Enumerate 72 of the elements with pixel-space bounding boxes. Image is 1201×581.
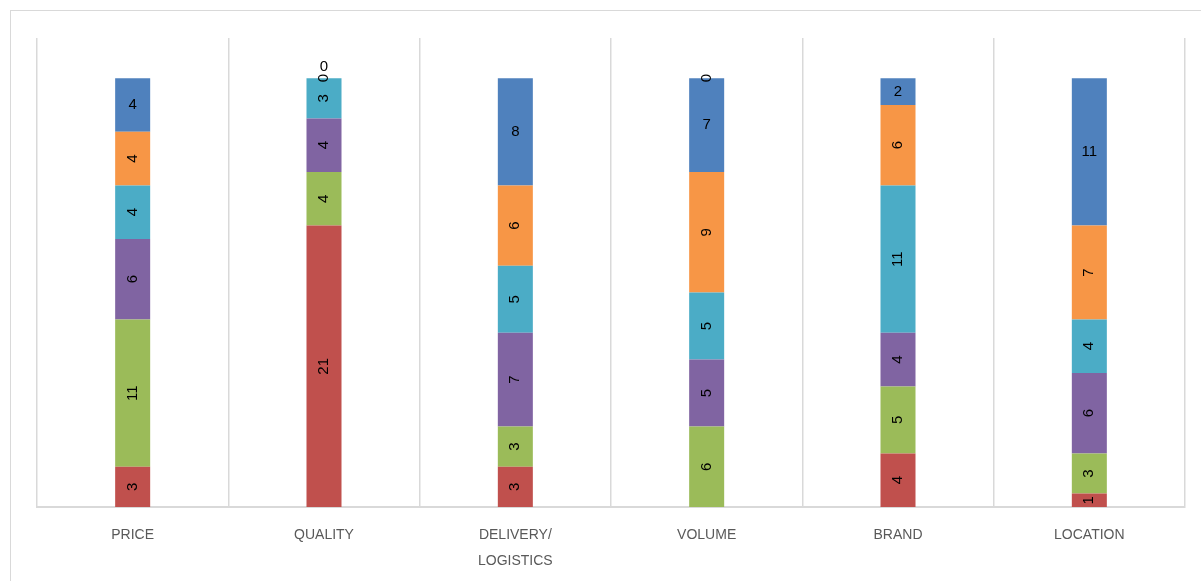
data-label: 4: [122, 208, 140, 217]
data-label: 4: [888, 476, 906, 485]
bar: [497, 466, 533, 507]
bar: [306, 172, 342, 226]
data-label: 1: [1079, 496, 1097, 505]
data-label: 6: [1079, 409, 1097, 418]
bar: [880, 105, 916, 186]
data-label: 3: [314, 94, 332, 103]
data-label: 4: [128, 95, 137, 113]
data-label: 8: [511, 121, 520, 139]
bar: [115, 319, 151, 467]
data-label: 3: [1079, 469, 1097, 478]
x-tick-label: PRICE: [111, 526, 155, 543]
bar: [497, 265, 533, 333]
data-label: 0: [319, 57, 329, 75]
data-label: 5: [696, 321, 714, 331]
data-label: 5: [696, 388, 714, 398]
data-label: 21: [314, 357, 332, 375]
bar: [1071, 319, 1107, 373]
bar: [497, 185, 533, 266]
bar: [689, 426, 725, 507]
data-label: 9: [696, 228, 714, 237]
data-label: 4: [122, 154, 140, 163]
x-tick-label: BRAND: [873, 526, 923, 543]
data-label: 4: [314, 194, 332, 203]
bar: [689, 172, 725, 293]
data-label: 11: [1081, 142, 1098, 160]
bar: [689, 292, 725, 360]
data-label: 6: [696, 462, 714, 471]
bar: [1071, 225, 1107, 320]
data-label: 4: [888, 355, 906, 364]
bar: [689, 359, 725, 427]
bar: [306, 118, 342, 172]
bar: [497, 78, 533, 186]
bar: [880, 453, 916, 507]
bar: [115, 78, 151, 132]
data-label: 11: [122, 385, 140, 401]
bar: [115, 466, 151, 507]
bar: [880, 386, 916, 454]
data-label: 6: [122, 275, 140, 284]
data-label: 11: [888, 251, 906, 267]
data-label: 6: [888, 141, 906, 150]
data-label: 5: [888, 415, 906, 425]
bar: [880, 185, 916, 333]
bar: [115, 239, 151, 320]
x-tick-label: QUALITY: [294, 526, 355, 543]
data-label: 4: [314, 141, 332, 150]
data-label: 7: [1079, 268, 1097, 277]
bar: [306, 225, 342, 507]
x-tick-label: VOLUME: [677, 526, 737, 543]
bar: [1071, 453, 1107, 494]
bar: [1071, 78, 1107, 226]
data-label: 7: [505, 375, 523, 384]
bar: [115, 185, 151, 239]
data-label: 3: [122, 482, 140, 492]
bar: [497, 426, 533, 467]
x-tick-label: DELIVERY/LOGISTICS: [477, 526, 553, 568]
bar: [880, 78, 916, 105]
bar: [115, 131, 151, 186]
bar: [497, 332, 533, 427]
data-label: 2: [893, 81, 903, 99]
data-label: 4: [1079, 342, 1097, 351]
data-label: 7: [702, 115, 711, 133]
bar: [1071, 373, 1107, 454]
data-label: 0: [696, 74, 714, 83]
bar: [880, 332, 916, 387]
data-label: 5: [505, 295, 523, 304]
data-label: 3: [505, 482, 523, 492]
x-tick-label: LOCATION: [1054, 526, 1125, 543]
data-label: 6: [505, 221, 523, 230]
data-label: 3: [505, 442, 523, 451]
data-label: 0: [314, 74, 332, 83]
